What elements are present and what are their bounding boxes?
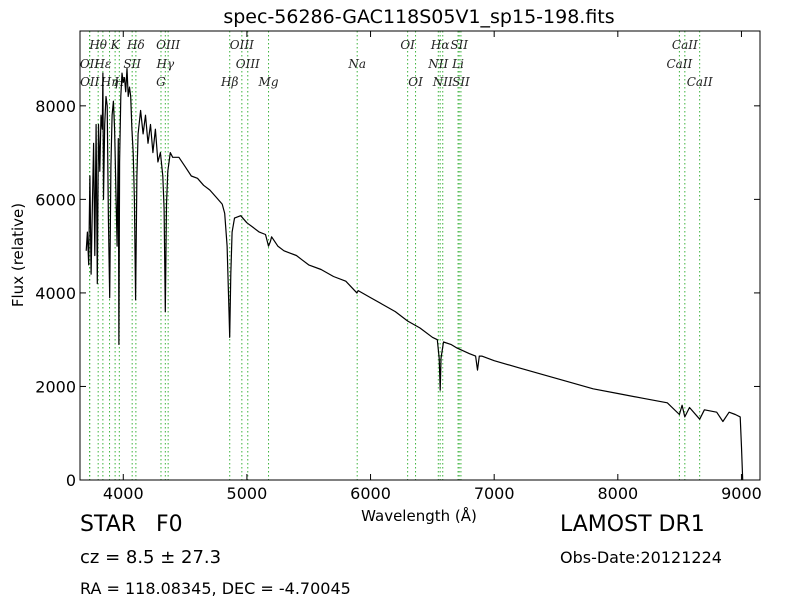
- line-label: Na: [347, 57, 366, 71]
- subclass-label: F0: [156, 512, 183, 537]
- line-label: Hθ: [88, 38, 107, 52]
- line-label: Hγ: [155, 57, 174, 71]
- axis-ticks: 4000 5000 6000 7000 8000 9000 0 2000 4000 6000 800…: [35, 31, 762, 503]
- line-label: CaII: [666, 57, 692, 71]
- line-label: Hα: [430, 38, 450, 52]
- line-label: OI: [408, 75, 423, 89]
- line-label: CaII: [687, 75, 713, 89]
- line-label: Mg: [258, 75, 279, 89]
- line-label: OII: [80, 57, 100, 71]
- coordinates-ra-dec: RA = 118.08345, DEC = -4.70045: [80, 579, 351, 598]
- line-label: Hβ: [220, 75, 238, 89]
- line-label: CaII: [672, 38, 698, 52]
- line-label: Hε: [93, 57, 111, 71]
- y-tick-label: 4000: [35, 284, 76, 303]
- survey-name: LAMOST DR1: [560, 512, 705, 537]
- line-label: OI: [400, 38, 415, 52]
- x-tick-label: 9000: [721, 484, 762, 503]
- classification: STAR F0: [80, 512, 183, 537]
- line-label: SII: [452, 75, 470, 89]
- plot-frame: [79, 30, 761, 481]
- y-axis-label: Flux (relative): [9, 203, 27, 307]
- spectral-line-markers: [89, 31, 701, 480]
- line-label: OIII: [230, 38, 254, 52]
- x-tick-label: 4000: [103, 484, 144, 503]
- line-label: OIII: [236, 57, 260, 71]
- line-label: SII: [450, 38, 468, 52]
- x-tick-label: 8000: [597, 484, 638, 503]
- y-tick-label: 6000: [35, 190, 76, 209]
- x-tick-label: 6000: [350, 484, 391, 503]
- chart-title: spec-56286-GAC118S05V1_sp15-198.fits: [223, 6, 614, 28]
- x-tick-label: 7000: [474, 484, 515, 503]
- line-label: OIII: [156, 38, 180, 52]
- class-label: STAR: [80, 512, 137, 537]
- line-label: Li: [451, 57, 464, 71]
- y-tick-label: 0: [66, 471, 76, 490]
- x-axis-label: Wavelength (Å): [361, 506, 477, 525]
- line-label: NII: [432, 75, 453, 89]
- line-label: Hδ: [126, 38, 145, 52]
- line-label: K: [110, 38, 121, 52]
- y-tick-label: 2000: [35, 377, 76, 396]
- line-label: NII: [427, 57, 448, 71]
- line-label: OII: [80, 75, 100, 89]
- y-tick-label: 8000: [35, 97, 76, 116]
- x-tick-label: 5000: [227, 484, 268, 503]
- line-label: Hη: [100, 75, 119, 89]
- spectrum-line: [85, 67, 744, 481]
- line-label: G: [156, 75, 166, 89]
- line-label: SII: [123, 57, 141, 71]
- observation-date: Obs-Date:20121224: [560, 548, 722, 567]
- redshift-cz: cz = 8.5 ± 27.3: [80, 547, 222, 568]
